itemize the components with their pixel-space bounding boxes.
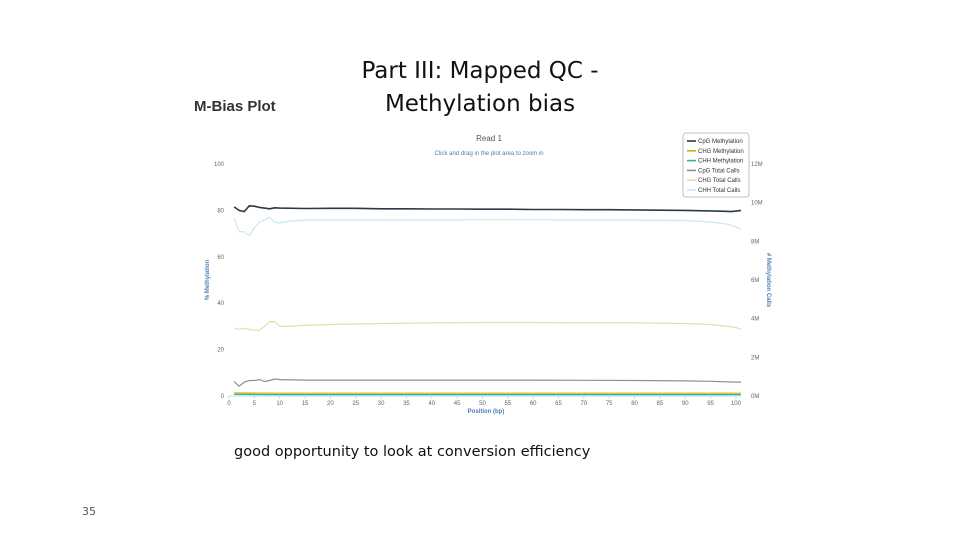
chart-legend[interactable]: CpG Methylation CHG Methylation CHH Methyl… <box>682 132 750 198</box>
series-line-chh-total-calls <box>233 216 742 237</box>
x-tick-label: 70 <box>581 401 588 407</box>
series-line-cpg-total-calls <box>233 378 741 387</box>
y-tick-label: 20 <box>217 348 224 354</box>
y-tick-label: 100 <box>214 162 225 168</box>
legend-item[interactable]: CHG Total Calls <box>687 178 741 184</box>
x-tick-label: 55 <box>504 401 511 407</box>
slide-title-line-2: Methylation bias <box>384 91 576 117</box>
y-tick-label: 60 <box>217 255 224 261</box>
y-tick-label: 40 <box>217 301 224 307</box>
x-tick-label: 80 <box>631 401 638 407</box>
y2-axis-label: # Methylation Calls <box>765 253 771 308</box>
series-line-cpg-methylation <box>233 205 742 213</box>
legend-label: CpG Total Calls <box>698 168 740 174</box>
legend-label: CHH Total Calls <box>698 188 740 194</box>
x-tick-label: 30 <box>378 401 385 407</box>
x-tick-label: 40 <box>428 401 435 407</box>
legend-label: CHH Methylation <box>698 159 743 165</box>
x-tick-label: 20 <box>327 401 334 407</box>
y2-tick-label: 2M <box>751 355 759 361</box>
chart-axes: 0 5 10 15 20 25 30 35 40 45 50 55 60 65 70 75 80 85 90 95 10… <box>214 162 763 407</box>
mbias-plot-heading: M-Bias Plot <box>194 98 276 115</box>
legend-item[interactable]: CpG Methylation <box>687 139 743 145</box>
y2-tick-label: 6M <box>751 278 759 284</box>
x-tick-label: 95 <box>707 401 714 407</box>
chart-title: Read 1 <box>476 134 502 143</box>
legend-item[interactable]: CHH Total Calls <box>687 188 740 194</box>
legend-item[interactable]: CpG Total Calls <box>687 168 740 174</box>
y2-tick-label: 12M <box>751 162 763 168</box>
y2-tick-label: 10M <box>751 201 763 207</box>
legend-item[interactable]: CHH Methylation <box>687 159 743 165</box>
y-axis-label: % Methylation <box>205 260 211 301</box>
legend-label: CpG Methylation <box>698 139 743 145</box>
y2-tick-label: 8M <box>751 239 759 245</box>
slide-caption: good opportunity to look at conversion e… <box>234 444 591 460</box>
legend-label: CHG Total Calls <box>698 178 741 184</box>
chart-subtitle: Click and drag in the plot area to zoom … <box>434 151 543 157</box>
x-tick-label: 100 <box>731 401 742 407</box>
x-tick-label: 5 <box>253 401 257 407</box>
x-tick-label: 10 <box>276 401 283 407</box>
x-tick-label: 15 <box>302 401 309 407</box>
x-tick-label: 60 <box>530 401 537 407</box>
series-line-chg-total-calls <box>233 321 742 331</box>
slide-title: Part III: Mapped QC - Methylation bias <box>330 55 630 121</box>
x-tick-label: 0 <box>227 401 231 407</box>
chart-series-layer <box>233 205 742 396</box>
y2-tick-label: 0M <box>751 394 759 400</box>
y-tick-label: 0 <box>221 394 225 400</box>
y2-tick-label: 4M <box>751 317 759 323</box>
x-tick-label: 65 <box>555 401 562 407</box>
x-tick-label: 75 <box>606 401 613 407</box>
legend-item[interactable]: CHG Methylation <box>687 149 744 155</box>
x-tick-label: 25 <box>352 401 359 407</box>
slide-title-line-1: Part III: Mapped QC - <box>361 58 599 84</box>
x-tick-label: 35 <box>403 401 410 407</box>
legend-box <box>682 132 750 198</box>
legend-label: CHG Methylation <box>698 149 744 155</box>
x-tick-label: 50 <box>479 401 486 407</box>
y-tick-label: 80 <box>217 208 224 214</box>
x-tick-label: 85 <box>657 401 664 407</box>
x-axis-label: Position (bp) <box>468 409 505 415</box>
x-tick-label: 45 <box>454 401 461 407</box>
x-tick-label: 90 <box>682 401 689 407</box>
slide-number: 35 <box>82 505 96 518</box>
